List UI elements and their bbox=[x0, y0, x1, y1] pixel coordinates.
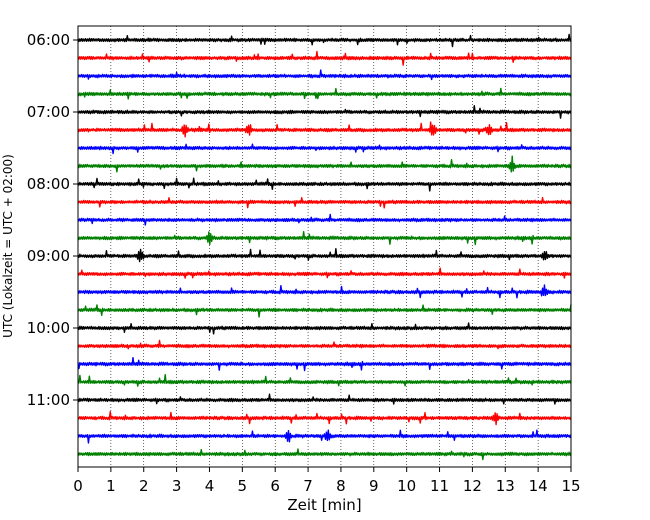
trace-line bbox=[77, 322, 572, 335]
trace-line bbox=[77, 393, 572, 405]
x-tick-label: 2 bbox=[139, 477, 149, 495]
x-tick-label: 14 bbox=[529, 477, 548, 495]
x-tick-label: 0 bbox=[73, 477, 83, 495]
y-tick-label: 06:00 bbox=[27, 31, 70, 49]
x-axis-ticks: 0 1 2 3 4 5 6 7 8 9 10 11 12 13 14 15 bbox=[73, 467, 581, 495]
x-tick-label: 4 bbox=[205, 477, 215, 495]
traces-layer bbox=[77, 33, 572, 461]
x-tick-label: 10 bbox=[397, 477, 416, 495]
x-tick-label: 1 bbox=[106, 477, 116, 495]
y-axis-label: UTC (Lokalzeit = UTC + 02:00) bbox=[1, 154, 15, 338]
trace-line bbox=[77, 33, 572, 48]
trace-line bbox=[77, 410, 572, 426]
x-tick-label: 7 bbox=[303, 477, 313, 495]
trace-line bbox=[77, 104, 572, 119]
trace-line bbox=[77, 339, 572, 350]
x-tick-label: 15 bbox=[561, 477, 580, 495]
trace-line bbox=[77, 50, 572, 66]
trace-line bbox=[77, 448, 572, 461]
trace-line bbox=[77, 177, 572, 192]
y-tick-label: 08:00 bbox=[27, 175, 70, 193]
trace-line bbox=[77, 248, 572, 263]
trace-line bbox=[77, 304, 572, 318]
trace-line bbox=[77, 230, 572, 246]
y-tick-label: 09:00 bbox=[27, 247, 70, 265]
x-axis-label: Zeit [min] bbox=[287, 496, 361, 514]
trace-line bbox=[77, 356, 572, 372]
y-tick-label: 07:00 bbox=[27, 103, 70, 121]
x-tick-label: 5 bbox=[238, 477, 248, 495]
trace-line bbox=[77, 69, 572, 81]
trace-line bbox=[77, 374, 572, 387]
trace-line bbox=[77, 155, 572, 173]
x-tick-label: 8 bbox=[336, 477, 346, 495]
x-tick-label: 3 bbox=[172, 477, 182, 495]
plot-frame bbox=[77, 25, 572, 468]
trace-line bbox=[77, 87, 572, 100]
x-tick-label: 11 bbox=[430, 477, 449, 495]
x-tick-label: 9 bbox=[369, 477, 379, 495]
trace-line bbox=[77, 213, 572, 226]
x-tick-label: 12 bbox=[463, 477, 482, 495]
trace-line bbox=[77, 196, 572, 209]
trace-line bbox=[77, 143, 572, 155]
trace-line bbox=[77, 267, 572, 279]
y-tick-label: 11:00 bbox=[27, 391, 70, 409]
trace-line bbox=[77, 121, 572, 138]
x-tick-label: 6 bbox=[270, 477, 280, 495]
y-axis-ticks: 06:00 07:00 08:00 09:00 10:00 11:00 bbox=[27, 31, 78, 409]
x-tick-label: 13 bbox=[496, 477, 515, 495]
trace-line bbox=[77, 284, 572, 299]
trace-line bbox=[77, 429, 572, 444]
y-tick-label: 10:00 bbox=[27, 319, 70, 337]
